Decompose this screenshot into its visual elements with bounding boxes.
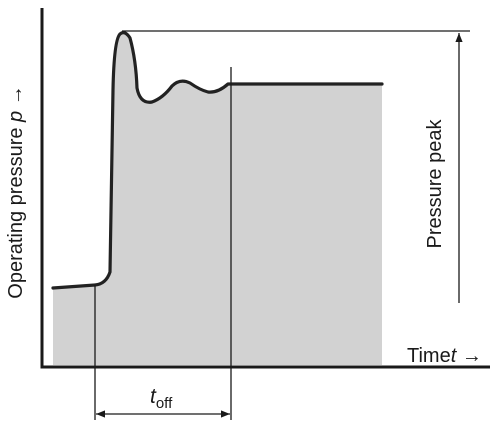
pressure-peak-label: Pressure peak	[424, 119, 446, 249]
toff-label: toff	[150, 385, 173, 412]
y-axis-label: Operating pressure p →	[5, 85, 27, 298]
x-axis-label: Timet →	[407, 345, 482, 367]
